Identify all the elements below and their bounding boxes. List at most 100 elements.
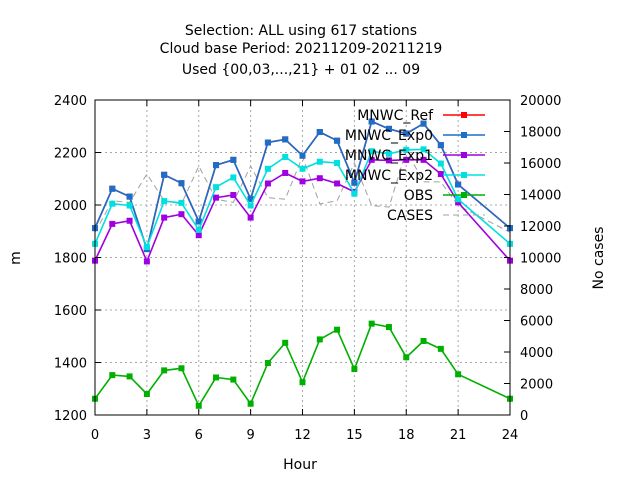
x-tick-label: 12 (294, 428, 311, 443)
legend-marker-mnwc-exp1 (461, 152, 467, 158)
legend-entry-cases: CASES (387, 208, 485, 224)
data-point-mnwc-exp2 (403, 146, 410, 153)
data-point-mnwc-exp0 (109, 185, 116, 192)
data-point-mnwc-exp2 (316, 158, 323, 165)
x-tick-label: 0 (91, 428, 99, 443)
series-cases (94, 149, 511, 233)
data-point-mnwc-exp2 (247, 202, 254, 209)
y-tick-label: 1200 (54, 409, 87, 424)
series-line-mnwc-exp2 (94, 148, 511, 250)
data-point-obs (403, 354, 410, 361)
data-point-mnwc-exp1 (178, 211, 185, 218)
data-point-mnwc-exp0 (213, 162, 220, 169)
legend-marker-mnwc-exp2 (461, 172, 467, 178)
legend-label-cases: CASES (387, 208, 433, 224)
legend-label-mnwc-exp2: MNWC_Exp2 (345, 168, 433, 184)
y2-tick-label: 0 (520, 409, 528, 424)
data-point-obs (316, 336, 323, 343)
data-point-mnwc-exp0 (437, 142, 444, 149)
y2-tick-label: 4000 (520, 346, 553, 361)
legend-entry-mnwc-exp0: MNWC_Exp0 (345, 128, 485, 144)
data-point-mnwc-exp2 (299, 165, 306, 172)
data-point-obs (368, 320, 375, 327)
data-point-mnwc-exp1 (334, 180, 341, 187)
data-point-mnwc-exp1 (282, 169, 289, 176)
plot-frame (94, 99, 511, 416)
y-axis-label: m (8, 251, 24, 265)
data-point-mnwc-exp2 (351, 190, 358, 197)
y-tick-label: 2400 (54, 94, 87, 109)
data-point-mnwc-exp0 (299, 152, 306, 159)
legend: MNWC_Ref MNWC_Exp0 MNWC_Exp1 MNWC_Exp2 OBS CA… (345, 108, 485, 224)
chart-title-line-1: Selection: ALL using 617 stations (185, 23, 417, 39)
data-point-mnwc-exp2 (109, 200, 116, 207)
data-point-mnwc-exp2 (143, 244, 150, 250)
data-point-mnwc-exp1 (126, 217, 133, 224)
data-point-mnwc-exp0 (368, 118, 375, 125)
data-point-obs (420, 337, 427, 344)
data-point-obs (230, 376, 237, 383)
legend-entry-mnwc-ref: MNWC_Ref (357, 108, 485, 124)
legend-label-mnwc-exp1: MNWC_Exp1 (345, 148, 433, 164)
y-tick-label: 1800 (54, 252, 87, 267)
data-point-mnwc-exp1 (247, 214, 254, 221)
data-point-obs (143, 391, 150, 397)
data-point-mnwc-exp0 (351, 179, 358, 186)
legend-label-obs: OBS (404, 188, 433, 204)
x-tick-label: 9 (246, 428, 254, 443)
legend-entry-obs: OBS (404, 188, 485, 204)
data-point-obs (385, 324, 392, 331)
data-point-mnwc-exp0 (282, 136, 289, 143)
data-point-obs (195, 402, 202, 409)
data-point-obs (178, 365, 185, 372)
data-point-mnwc-exp1 (316, 175, 323, 182)
y2-tick-label: 8000 (520, 283, 553, 298)
x-tick-label: 6 (195, 428, 203, 443)
data-point-mnwc-exp0 (247, 195, 254, 202)
x-tick-label: 15 (346, 428, 363, 443)
data-point-obs (264, 360, 271, 367)
data-point-mnwc-exp0 (230, 156, 237, 163)
data-point-obs (213, 374, 220, 381)
data-point-mnwc-exp1 (420, 156, 427, 163)
data-point-mnwc-exp2 (264, 165, 271, 172)
data-point-obs (161, 367, 168, 374)
y2-tick-label: 16000 (520, 157, 561, 172)
x-tick-label: 21 (450, 428, 467, 443)
y2-tick-label: 20000 (520, 94, 561, 109)
series-mnwc-exp1 (92, 156, 513, 265)
x-axis-label: Hour (283, 457, 317, 473)
grid (95, 100, 510, 415)
data-point-mnwc-exp2 (195, 226, 202, 233)
data-point-mnwc-exp1 (368, 156, 375, 163)
data-point-mnwc-exp2 (437, 160, 444, 167)
y-tick-label: 1600 (54, 304, 87, 319)
data-point-mnwc-exp1 (455, 199, 462, 206)
data-point-mnwc-exp1 (437, 171, 444, 178)
data-point-mnwc-exp2 (213, 184, 220, 191)
data-point-mnwc-exp0 (264, 139, 271, 146)
data-point-obs (299, 379, 306, 386)
data-point-mnwc-exp2 (282, 153, 289, 160)
data-point-mnwc-exp2 (420, 146, 427, 153)
data-point-mnwc-exp1 (213, 194, 220, 201)
data-point-obs (334, 326, 341, 333)
data-point-mnwc-exp0 (455, 181, 462, 188)
data-point-mnwc-exp2 (230, 174, 237, 181)
legend-entry-mnwc-exp2: MNWC_Exp2 (345, 168, 485, 184)
data-point-mnwc-exp2 (368, 148, 375, 155)
data-point-obs (109, 372, 116, 379)
y2-axis-ticks: 0 2000 4000 6000 8000 10000 12000 14000 16000 180… (504, 94, 561, 424)
data-point-mnwc-exp0 (126, 193, 133, 200)
data-point-obs (455, 371, 462, 378)
data-point-mnwc-exp1 (299, 178, 306, 185)
data-point-obs (282, 339, 289, 346)
legend-entry-mnwc-exp1: MNWC_Exp1 (345, 148, 485, 164)
y-tick-label: 2000 (54, 199, 87, 214)
data-point-mnwc-exp1 (385, 157, 392, 164)
legend-label-mnwc-ref: MNWC_Ref (357, 108, 434, 124)
legend-marker-obs (461, 192, 467, 198)
data-point-mnwc-exp0 (334, 137, 341, 144)
data-point-obs (247, 400, 254, 407)
series-line-cases (94, 149, 511, 233)
